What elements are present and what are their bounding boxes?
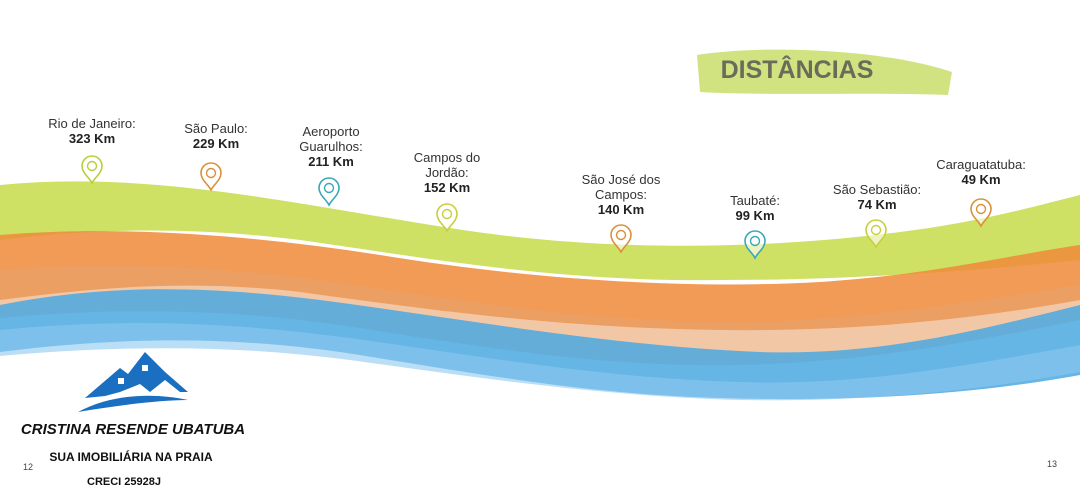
location-distance: 140 Km (598, 202, 644, 217)
location-name: Jordão: (425, 165, 468, 180)
location-distance: 323 Km (69, 131, 115, 146)
location-name: Guarulhos: (299, 139, 363, 154)
location-name: São José dos (582, 172, 661, 187)
pin-dot (749, 235, 761, 247)
pin (436, 203, 458, 233)
location-name: Caraguatatuba: (936, 157, 1026, 172)
location: Rio de Janeiro:323 Km (48, 116, 136, 185)
logo-icon (78, 352, 188, 412)
logo-tagline: SUA IMOBILIÁRIA NA PRAIA (49, 449, 213, 464)
location: Taubaté:99 Km (730, 193, 780, 260)
page-number: 13 (1047, 459, 1057, 469)
location-distance: 211 Km (308, 154, 354, 169)
location: São Sebastião:74 Km (833, 182, 921, 249)
page-number: 12 (23, 462, 33, 472)
pin-shape (610, 224, 632, 254)
location-name: Campos do (414, 150, 480, 165)
location-name: Rio de Janeiro: (48, 116, 135, 131)
logo-name: CRISTINA RESENDE UBATUBA (21, 421, 245, 438)
location-distance: 99 Km (735, 208, 774, 223)
waves (0, 181, 1080, 401)
pin-dot (441, 208, 453, 220)
location-distance: 74 Km (857, 197, 896, 212)
locations: Rio de Janeiro:323 Km São Paulo:229 Km Aer… (48, 116, 1026, 260)
title-brush (697, 49, 952, 95)
location-distance: 229 Km (193, 136, 239, 151)
pin (970, 198, 992, 228)
wave-peach (0, 265, 1080, 366)
pin-dot (975, 203, 987, 215)
pin-dot (86, 160, 98, 172)
pin (865, 219, 887, 249)
pin-shape (436, 203, 458, 233)
location-name: Campos: (595, 187, 647, 202)
pin (200, 162, 222, 192)
location-name: São Paulo: (184, 121, 248, 136)
location-name: Taubaté: (730, 193, 780, 208)
location-name: São Sebastião: (833, 182, 921, 197)
title: DISTÂNCIAS (721, 54, 874, 84)
pin-dot (205, 167, 217, 179)
location-distance: 152 Km (424, 180, 470, 195)
pin-dot (870, 224, 882, 236)
location-name: Aeroporto (302, 124, 359, 139)
pin-shape (200, 162, 222, 192)
pin (744, 230, 766, 260)
wave-orange (0, 231, 1080, 331)
pin-shape (744, 230, 766, 260)
logo-creci: CRECI 25928J (87, 476, 161, 488)
wave-blue (0, 289, 1080, 400)
wave-green (0, 181, 1080, 281)
location: São Paulo:229 Km (184, 121, 248, 192)
location: Caraguatatuba:49 Km (936, 157, 1026, 228)
pin-shape (970, 198, 992, 228)
pin (610, 224, 632, 254)
pin (81, 155, 103, 185)
pin-shape (318, 177, 340, 207)
wave-light-blue (0, 323, 1080, 401)
pin (318, 177, 340, 207)
pin-dot (615, 229, 627, 241)
pin-shape (81, 155, 103, 185)
location-distance: 49 Km (961, 172, 1000, 187)
pin-dot (323, 182, 335, 194)
pin-shape (865, 219, 887, 249)
